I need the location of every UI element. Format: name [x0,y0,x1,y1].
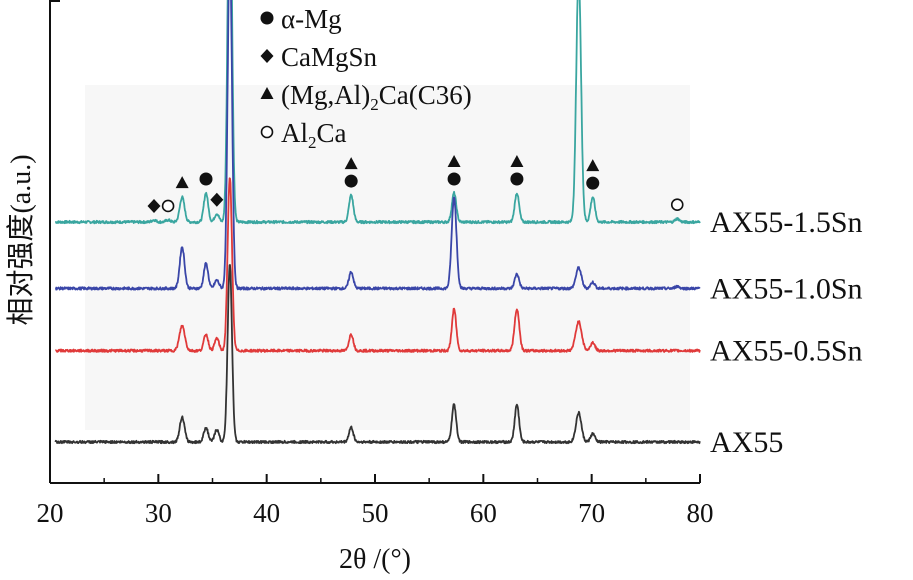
x-tick-label: 70 [578,498,605,528]
legend-label: α-Mg [281,4,342,34]
circle-marker [510,172,524,186]
x-tick-label: 60 [470,498,497,528]
x-tick-label: 30 [145,498,172,528]
series-line [54,0,701,225]
peak-markers [147,155,684,213]
circle-marker [447,172,461,186]
circle-marker [199,172,213,186]
series-line [54,264,701,445]
axes: 20 30 40 50 60 70 80 [37,0,714,528]
circle-marker [586,176,600,190]
triangle-marker [260,87,274,99]
legend-label: (Mg,Al)2Ca(C36) [281,80,472,114]
triangle-marker [175,176,189,189]
x-tick-label: 20 [37,498,64,528]
diamond-marker [147,198,161,213]
diamond-marker [260,49,274,63]
series-line [54,177,701,353]
triangle-marker [510,155,524,167]
series-line [54,0,701,291]
x-axis-title: 2θ /(°) [339,544,411,575]
legend: α-Mg CaMgSn (Mg,Al)2Ca(C36) Al2Ca [260,4,472,152]
legend-label: Al2Ca [281,118,347,152]
triangle-marker [586,159,600,172]
x-tick-label: 50 [362,498,389,528]
sample-label: AX55-0.5Sn [710,335,863,368]
open-circle-marker [670,198,684,212]
y-axis-title: 相对强度(a.u.) [5,154,37,325]
legend-label: CaMgSn [281,42,378,72]
triangle-marker [344,157,358,170]
diamond-marker [210,192,224,207]
sample-label: AX55-1.5Sn [710,206,863,239]
x-tick-label: 40 [253,498,280,528]
sample-labels: AX55-1.5Sn AX55-1.0Sn AX55-0.5Sn AX55 [710,206,863,459]
open-circle-marker [161,199,175,213]
open-circle-marker [260,125,274,139]
series-group [54,0,701,445]
triangle-marker [447,155,461,167]
circle-marker [344,174,358,188]
x-tick-label: 80 [687,498,714,528]
circle-marker [260,11,274,25]
bg-panel [85,85,690,430]
sample-label: AX55 [710,426,783,459]
sample-label: AX55-1.0Sn [710,272,863,305]
